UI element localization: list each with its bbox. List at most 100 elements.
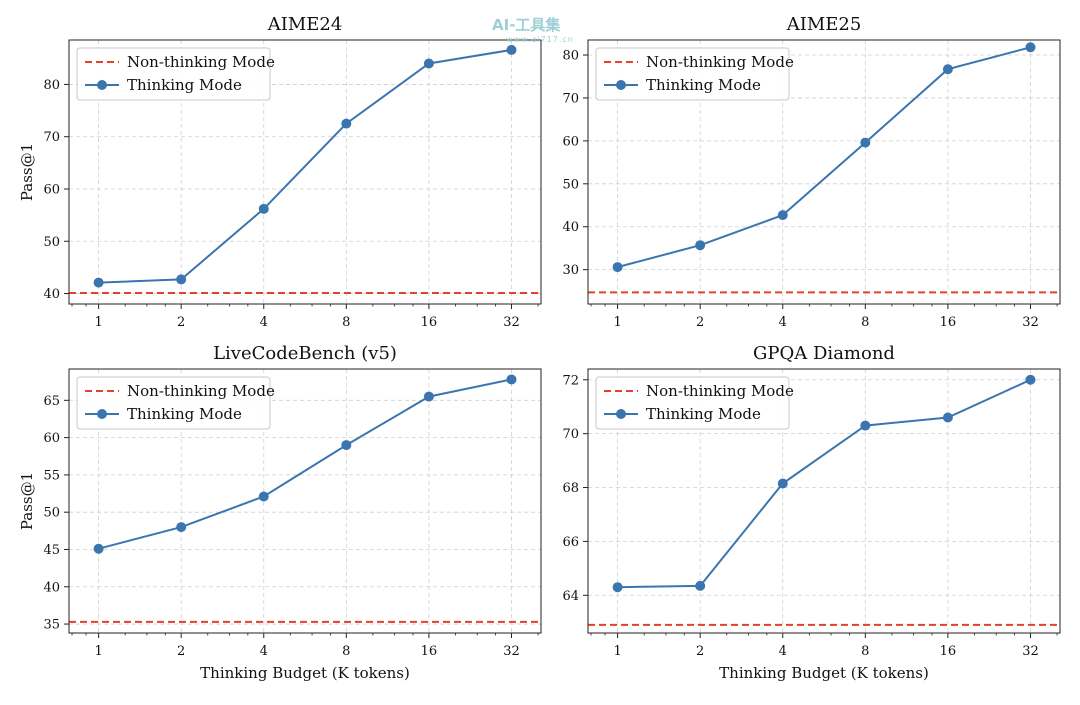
y-tick-label: 30 (562, 263, 579, 278)
legend-thinking-label: Thinking Mode (646, 76, 761, 94)
subplot-4: 1 2 4 8 16 32 64 66 68 70 72 GPQA Diamond Thinking B… (562, 343, 1061, 682)
y-tick-label: 60 (562, 134, 579, 149)
thinking-point (423, 58, 434, 69)
thinking-point (258, 491, 269, 502)
thinking-point (341, 440, 352, 451)
thinking-point (942, 64, 953, 75)
thinking-point (176, 274, 187, 285)
thinking-line (98, 48, 512, 284)
y-tick-label: 65 (43, 394, 60, 409)
y-tick-label: 80 (43, 78, 60, 93)
thinking-point (1025, 374, 1036, 385)
y-tick-label: 80 (562, 49, 579, 64)
thinking-point (777, 210, 788, 221)
subplot-title: GPQA Diamond (753, 343, 895, 364)
x-tick-label: 8 (861, 644, 869, 659)
x-tick-label: 8 (342, 644, 350, 659)
legend-box (595, 47, 790, 101)
x-axis-label: Thinking Budget (K tokens) (200, 664, 410, 682)
legend-thinking-marker (616, 80, 626, 90)
subplot-2: 1 2 4 8 16 32 30 40 50 60 70 80 AIME25 Non-thinking M… (562, 14, 1061, 330)
subplot-3: 1 2 4 8 16 32 35 40 45 50 55 60 65 LiveCodeBench (v5)… (18, 343, 542, 682)
y-tick-label: 72 (562, 373, 579, 388)
thinking-point (777, 478, 788, 489)
y-tick-label: 60 (43, 431, 60, 446)
y-tick-label: 50 (43, 506, 60, 521)
legend-thinking-label: Thinking Mode (127, 76, 242, 94)
y-tick-label: 66 (562, 535, 579, 550)
y-axis-label: Pass@1 (18, 472, 36, 530)
y-tick-label: 68 (562, 481, 579, 496)
legend: Non-thinking Mode Thinking Mode (595, 47, 794, 101)
x-axis-label: Thinking Budget (K tokens) (719, 664, 929, 682)
y-tick-label: 60 (43, 182, 60, 197)
subplot-1: 1 2 4 8 16 32 40 50 60 70 80 AIME24 Pass@1 Non-thinki… (18, 14, 542, 330)
legend: Non-thinking Mode Thinking Mode (595, 376, 794, 430)
subplot-title: AIME24 (267, 14, 343, 35)
y-tick-label: 40 (43, 580, 60, 595)
thinking-point (942, 412, 953, 423)
plot-frame (68, 39, 542, 305)
thinking-line (98, 378, 512, 550)
thinking-point (423, 391, 434, 402)
x-tick-label: 2 (177, 644, 185, 659)
plot-frame (587, 368, 1061, 634)
x-tick-label: 1 (613, 644, 621, 659)
x-tick-label: 8 (861, 315, 869, 330)
x-tick-label: 32 (503, 644, 520, 659)
thinking-point (93, 543, 104, 554)
x-tick-label: 4 (779, 315, 787, 330)
legend-non-thinking-label: Non-thinking Mode (646, 53, 794, 71)
thinking-point (506, 374, 517, 385)
x-tick-label: 1 (94, 315, 102, 330)
subplot-title: AIME25 (786, 14, 862, 35)
x-tick-label: 4 (260, 315, 268, 330)
thinking-point (612, 262, 623, 273)
y-tick-label: 70 (562, 91, 579, 106)
y-tick-label: 45 (43, 543, 60, 558)
x-tick-label: 2 (696, 644, 704, 659)
legend-thinking-marker (97, 80, 107, 90)
y-tick-label: 55 (43, 468, 60, 483)
legend-thinking-marker (616, 409, 626, 419)
x-tick-label: 16 (940, 315, 957, 330)
y-tick-label: 70 (43, 130, 60, 145)
y-axis-label: Pass@1 (18, 143, 36, 201)
thinking-point (860, 420, 871, 431)
y-tick-label: 50 (43, 235, 60, 250)
thinking-point (341, 118, 352, 129)
x-tick-label: 4 (779, 644, 787, 659)
x-tick-label: 2 (696, 315, 704, 330)
x-tick-label: 1 (613, 315, 621, 330)
legend-box (595, 376, 790, 430)
x-tick-label: 2 (177, 315, 185, 330)
thinking-point (506, 44, 517, 55)
y-tick-label: 40 (562, 220, 579, 235)
legend-thinking-label: Thinking Mode (127, 405, 242, 423)
legend: Non-thinking Mode Thinking Mode (76, 376, 275, 430)
legend: Non-thinking Mode Thinking Mode (76, 47, 275, 101)
legend-box (76, 47, 271, 101)
legend-non-thinking-label: Non-thinking Mode (646, 382, 794, 400)
thinking-point (1025, 42, 1036, 53)
thinking-line (617, 46, 1031, 269)
y-tick-label: 70 (562, 427, 579, 442)
subplot-title: LiveCodeBench (v5) (213, 343, 397, 364)
thinking-point (258, 203, 269, 214)
thinking-point (612, 582, 623, 593)
x-tick-label: 16 (940, 644, 957, 659)
thinking-point (176, 522, 187, 533)
legend-non-thinking-label: Non-thinking Mode (127, 53, 275, 71)
watermark: AI-工具集 www.ai717.cn (492, 14, 574, 44)
thinking-point (695, 580, 706, 591)
x-tick-label: 16 (421, 644, 438, 659)
y-tick-label: 40 (43, 287, 60, 302)
legend-thinking-label: Thinking Mode (646, 405, 761, 423)
x-tick-label: 4 (260, 644, 268, 659)
y-tick-label: 35 (43, 618, 60, 633)
watermark-brand: AI-工具集 (492, 16, 561, 34)
thinking-point (93, 277, 104, 288)
x-tick-label: 8 (342, 315, 350, 330)
legend-box (76, 376, 271, 430)
